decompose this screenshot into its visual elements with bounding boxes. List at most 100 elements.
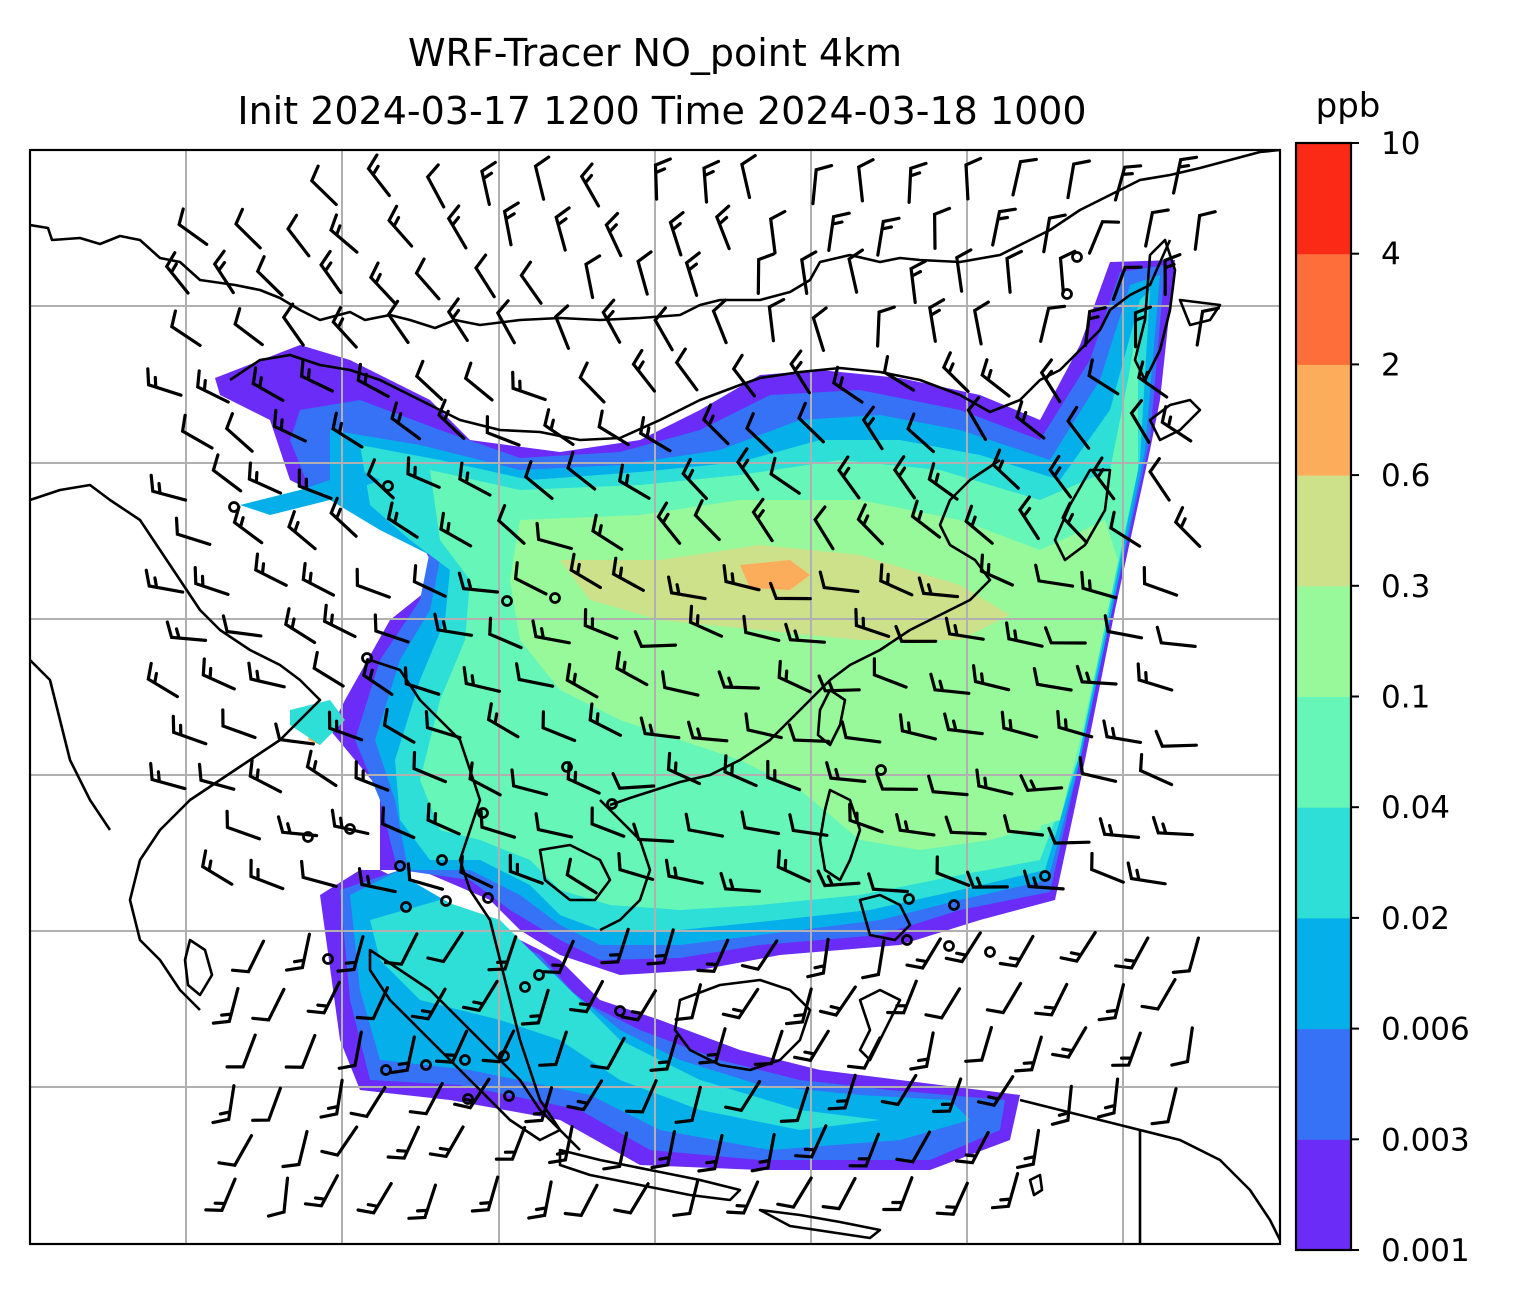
wind-barbs <box>144 153 1220 1220</box>
wind-barb <box>221 614 263 638</box>
wind-barb <box>164 251 190 295</box>
wind-barb <box>146 661 179 699</box>
wind-barb <box>1059 930 1097 963</box>
wind-barb <box>249 858 285 891</box>
wind-barb <box>617 852 655 881</box>
wind-barb <box>356 362 390 398</box>
wind-barb <box>672 1178 700 1217</box>
wind-barb <box>579 162 601 208</box>
wind-barb <box>806 937 830 979</box>
wind-barb <box>439 511 473 548</box>
wind-barb <box>787 723 831 743</box>
wind-barb <box>1039 304 1067 343</box>
wind-barb <box>1011 157 1038 197</box>
wind-barb <box>463 361 494 402</box>
wind-barb <box>446 297 469 342</box>
wind-barb <box>251 987 286 1022</box>
wind-barb <box>697 1133 724 1173</box>
wind-barb <box>211 986 240 1025</box>
wind-barb <box>312 650 345 688</box>
wind-barb <box>563 1183 599 1218</box>
wind-barb <box>722 564 761 592</box>
wind-barb <box>872 657 908 689</box>
wind-barb <box>674 983 702 1022</box>
colorbar-segment <box>1296 696 1351 808</box>
wind-barb <box>656 501 682 545</box>
wind-barb <box>534 812 574 839</box>
wind-barb <box>177 207 209 246</box>
wind-barb <box>846 1036 882 1070</box>
wind-barb <box>964 504 994 545</box>
wind-barb <box>569 980 604 1014</box>
wind-barb <box>266 1176 290 1218</box>
wind-barb <box>972 664 1011 692</box>
wind-barb <box>927 462 959 501</box>
wind-barb <box>233 307 264 347</box>
wind-barb <box>149 762 187 791</box>
wind-barb <box>248 758 283 794</box>
wind-barb <box>1163 253 1182 296</box>
wind-barb <box>204 1177 237 1213</box>
wind-barb <box>234 207 262 250</box>
wind-barb <box>789 349 811 395</box>
wind-barb <box>274 722 315 746</box>
wind-barb <box>944 616 985 641</box>
colorbar-tick-label: 2 <box>1381 347 1401 383</box>
wind-barb <box>1058 249 1077 294</box>
wind-barb <box>886 979 918 1015</box>
colorbar-segment <box>1296 1028 1351 1140</box>
wind-barb <box>631 348 656 393</box>
wind-barb <box>975 768 1014 796</box>
wind-barb <box>1090 851 1125 884</box>
wind-barb <box>1111 265 1143 301</box>
wind-barb <box>412 751 447 784</box>
wind-barb <box>457 571 499 594</box>
wind-barb <box>591 513 624 551</box>
wind-barb <box>368 261 396 304</box>
calm-wind-marker <box>1071 251 1083 263</box>
calm-wind-marker <box>400 901 412 913</box>
wind-barb <box>646 928 675 966</box>
wind-barb <box>1144 208 1170 248</box>
wind-barb <box>1142 566 1179 597</box>
wind-barb <box>751 497 774 543</box>
wind-barb <box>327 710 364 742</box>
wind-barb <box>745 412 774 454</box>
wind-barb <box>724 1080 762 1113</box>
wind-barb <box>543 408 575 446</box>
wind-barb <box>909 1031 935 1071</box>
wind-barb <box>777 659 812 694</box>
wind-barb <box>847 248 864 294</box>
wind-barb <box>1129 399 1151 444</box>
colorbar-tick-label: 0.04 <box>1381 790 1450 826</box>
wind-barb <box>1061 501 1089 544</box>
wind-barb <box>1042 213 1067 254</box>
calm-wind-marker <box>440 895 452 907</box>
wind-barb <box>480 160 497 206</box>
wind-barb <box>169 309 202 347</box>
wind-barb <box>387 204 414 248</box>
wind-barb <box>653 157 672 201</box>
wind-barb <box>149 473 188 502</box>
wind-barb <box>511 370 547 402</box>
wind-barb <box>196 369 230 404</box>
wind-barb <box>717 670 760 690</box>
wind-barb <box>221 708 257 740</box>
wind-barb <box>1017 495 1040 541</box>
wind-barb <box>1087 358 1120 396</box>
wind-barb <box>470 1175 500 1213</box>
wind-barb <box>785 987 813 1026</box>
colorbar-tick-label: 10 <box>1381 126 1420 162</box>
calm-wind-marker <box>380 1064 392 1076</box>
wind-barb <box>668 211 685 257</box>
wind-barb <box>1078 756 1118 783</box>
colorbar-segment <box>1296 807 1351 919</box>
wind-barb <box>211 1084 236 1125</box>
wind-barb <box>744 712 783 740</box>
wind-barb <box>650 1130 676 1170</box>
wind-barb <box>687 720 729 743</box>
wind-barb <box>330 808 370 836</box>
colorbar-segment <box>1296 143 1351 255</box>
wind-barb <box>1138 753 1174 787</box>
wind-barb <box>407 1183 437 1220</box>
